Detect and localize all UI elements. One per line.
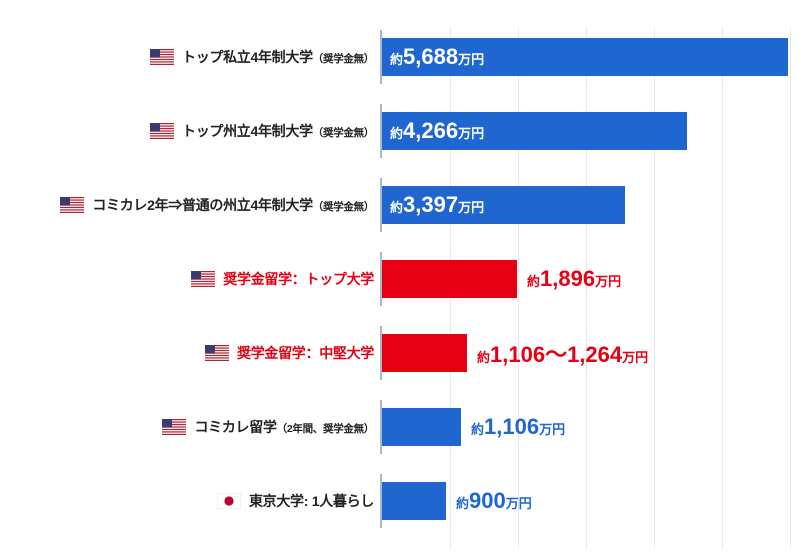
value-prefix: 約 [390, 200, 403, 215]
bar [382, 260, 517, 298]
bar-area: 約900万円 [380, 474, 532, 528]
value-suffix: 万円 [506, 496, 532, 511]
label-area: トップ州立4年制大学（奨学金無） [0, 121, 380, 141]
value-suffix: 万円 [458, 126, 484, 141]
bar-area: 約1,896万円 [380, 252, 621, 306]
label-area: 奨学金留学：トップ大学 [0, 269, 380, 289]
row-label-main: 奨学金留学：中堅大学 [237, 345, 374, 361]
row-label: 奨学金留学：トップ大学 [223, 269, 374, 289]
row-label: 奨学金留学：中堅大学 [237, 343, 374, 363]
value-suffix: 万円 [458, 52, 484, 67]
row-label-main: トップ私立4年制大学 [182, 49, 313, 65]
chart-row: コミカレ2年⇒普通の州立4年制大学（奨学金無） 約3,397万円 [0, 178, 812, 232]
row-label-main: コミカレ留学 [194, 419, 276, 435]
chart-row: 奨学金留学：中堅大学 約1,106～1,264万円 [0, 326, 812, 380]
value-number: 1,106～1,264 [490, 342, 622, 367]
value-prefix: 約 [471, 422, 484, 437]
chart-row: トップ州立4年制大学（奨学金無） 約4,266万円 [0, 104, 812, 158]
value-suffix: 万円 [595, 274, 621, 289]
row-label-main: 東京大学: 1人暮らし [249, 493, 374, 509]
chart: トップ私立4年制大学（奨学金無）約5,688万円トップ州立4年制大学（奨学金無）… [0, 30, 812, 548]
jp-flag-icon [217, 493, 241, 509]
row-label-sub: （奨学金無） [313, 201, 374, 213]
value-prefix: 約 [390, 126, 403, 141]
row-label-sub: （奨学金無） [313, 53, 374, 65]
bar-value: 約4,266万円 [382, 118, 484, 144]
row-label: コミカレ留学（2年間、奨学金無） [194, 417, 374, 437]
value-number: 1,106 [484, 414, 539, 439]
bar-area: 約3,397万円 [380, 178, 625, 232]
value-prefix: 約 [477, 350, 490, 365]
value-suffix: 万円 [458, 200, 484, 215]
us-flag-icon [162, 419, 186, 435]
chart-row: 東京大学: 1人暮らし 約900万円 [0, 474, 812, 528]
value-number: 1,896 [540, 266, 595, 291]
row-label-sub: （2年間、奨学金無） [277, 423, 374, 435]
row-label: トップ州立4年制大学（奨学金無） [182, 121, 374, 141]
bar: 約3,397万円 [382, 186, 625, 224]
row-label: コミカレ2年⇒普通の州立4年制大学（奨学金無） [92, 195, 374, 215]
bar [382, 334, 467, 372]
bar-value: 約900万円 [456, 488, 532, 514]
label-area: トップ私立4年制大学（奨学金無） [0, 47, 380, 67]
row-label-main: 奨学金留学：トップ大学 [223, 271, 374, 287]
row-label: 東京大学: 1人暮らし [249, 491, 374, 511]
bar: 約5,688万円 [382, 38, 788, 76]
value-number: 900 [469, 488, 506, 513]
value-number: 5,688 [403, 44, 458, 69]
bar-area: 約4,266万円 [380, 104, 687, 158]
label-area: 奨学金留学：中堅大学 [0, 343, 380, 363]
bar-area: 約5,688万円 [380, 30, 788, 84]
bar-value: 約5,688万円 [382, 44, 484, 70]
value-prefix: 約 [527, 274, 540, 289]
bar [382, 408, 461, 446]
chart-row: コミカレ留学（2年間、奨学金無） 約1,106万円 [0, 400, 812, 454]
label-area: コミカレ2年⇒普通の州立4年制大学（奨学金無） [0, 195, 380, 215]
bar-value: 約1,106～1,264万円 [477, 337, 648, 369]
us-flag-icon [205, 345, 229, 361]
bar-value: 約1,106万円 [471, 414, 565, 440]
value-suffix: 万円 [622, 350, 648, 365]
row-label: トップ私立4年制大学（奨学金無） [182, 47, 374, 67]
value-number: 3,397 [403, 192, 458, 217]
us-flag-icon [191, 271, 215, 287]
bar-value: 約1,896万円 [527, 266, 621, 292]
bar [382, 482, 446, 520]
us-flag-icon [60, 197, 84, 213]
bar-area: 約1,106万円 [380, 400, 565, 454]
bar-value: 約3,397万円 [382, 192, 484, 218]
value-suffix: 万円 [539, 422, 565, 437]
row-label-main: トップ州立4年制大学 [182, 123, 313, 139]
value-number: 4,266 [403, 118, 458, 143]
label-area: コミカレ留学（2年間、奨学金無） [0, 417, 380, 437]
row-label-main: コミカレ2年⇒普通の州立4年制大学 [92, 197, 312, 213]
us-flag-icon [150, 123, 174, 139]
value-prefix: 約 [456, 496, 469, 511]
us-flag-icon [150, 49, 174, 65]
chart-row: 奨学金留学：トップ大学 約1,896万円 [0, 252, 812, 306]
chart-row: トップ私立4年制大学（奨学金無） 約5,688万円 [0, 30, 812, 84]
value-prefix: 約 [390, 52, 403, 67]
bar: 約4,266万円 [382, 112, 687, 150]
label-area: 東京大学: 1人暮らし [0, 491, 380, 511]
row-label-sub: （奨学金無） [313, 127, 374, 139]
bar-area: 約1,106～1,264万円 [380, 326, 648, 380]
